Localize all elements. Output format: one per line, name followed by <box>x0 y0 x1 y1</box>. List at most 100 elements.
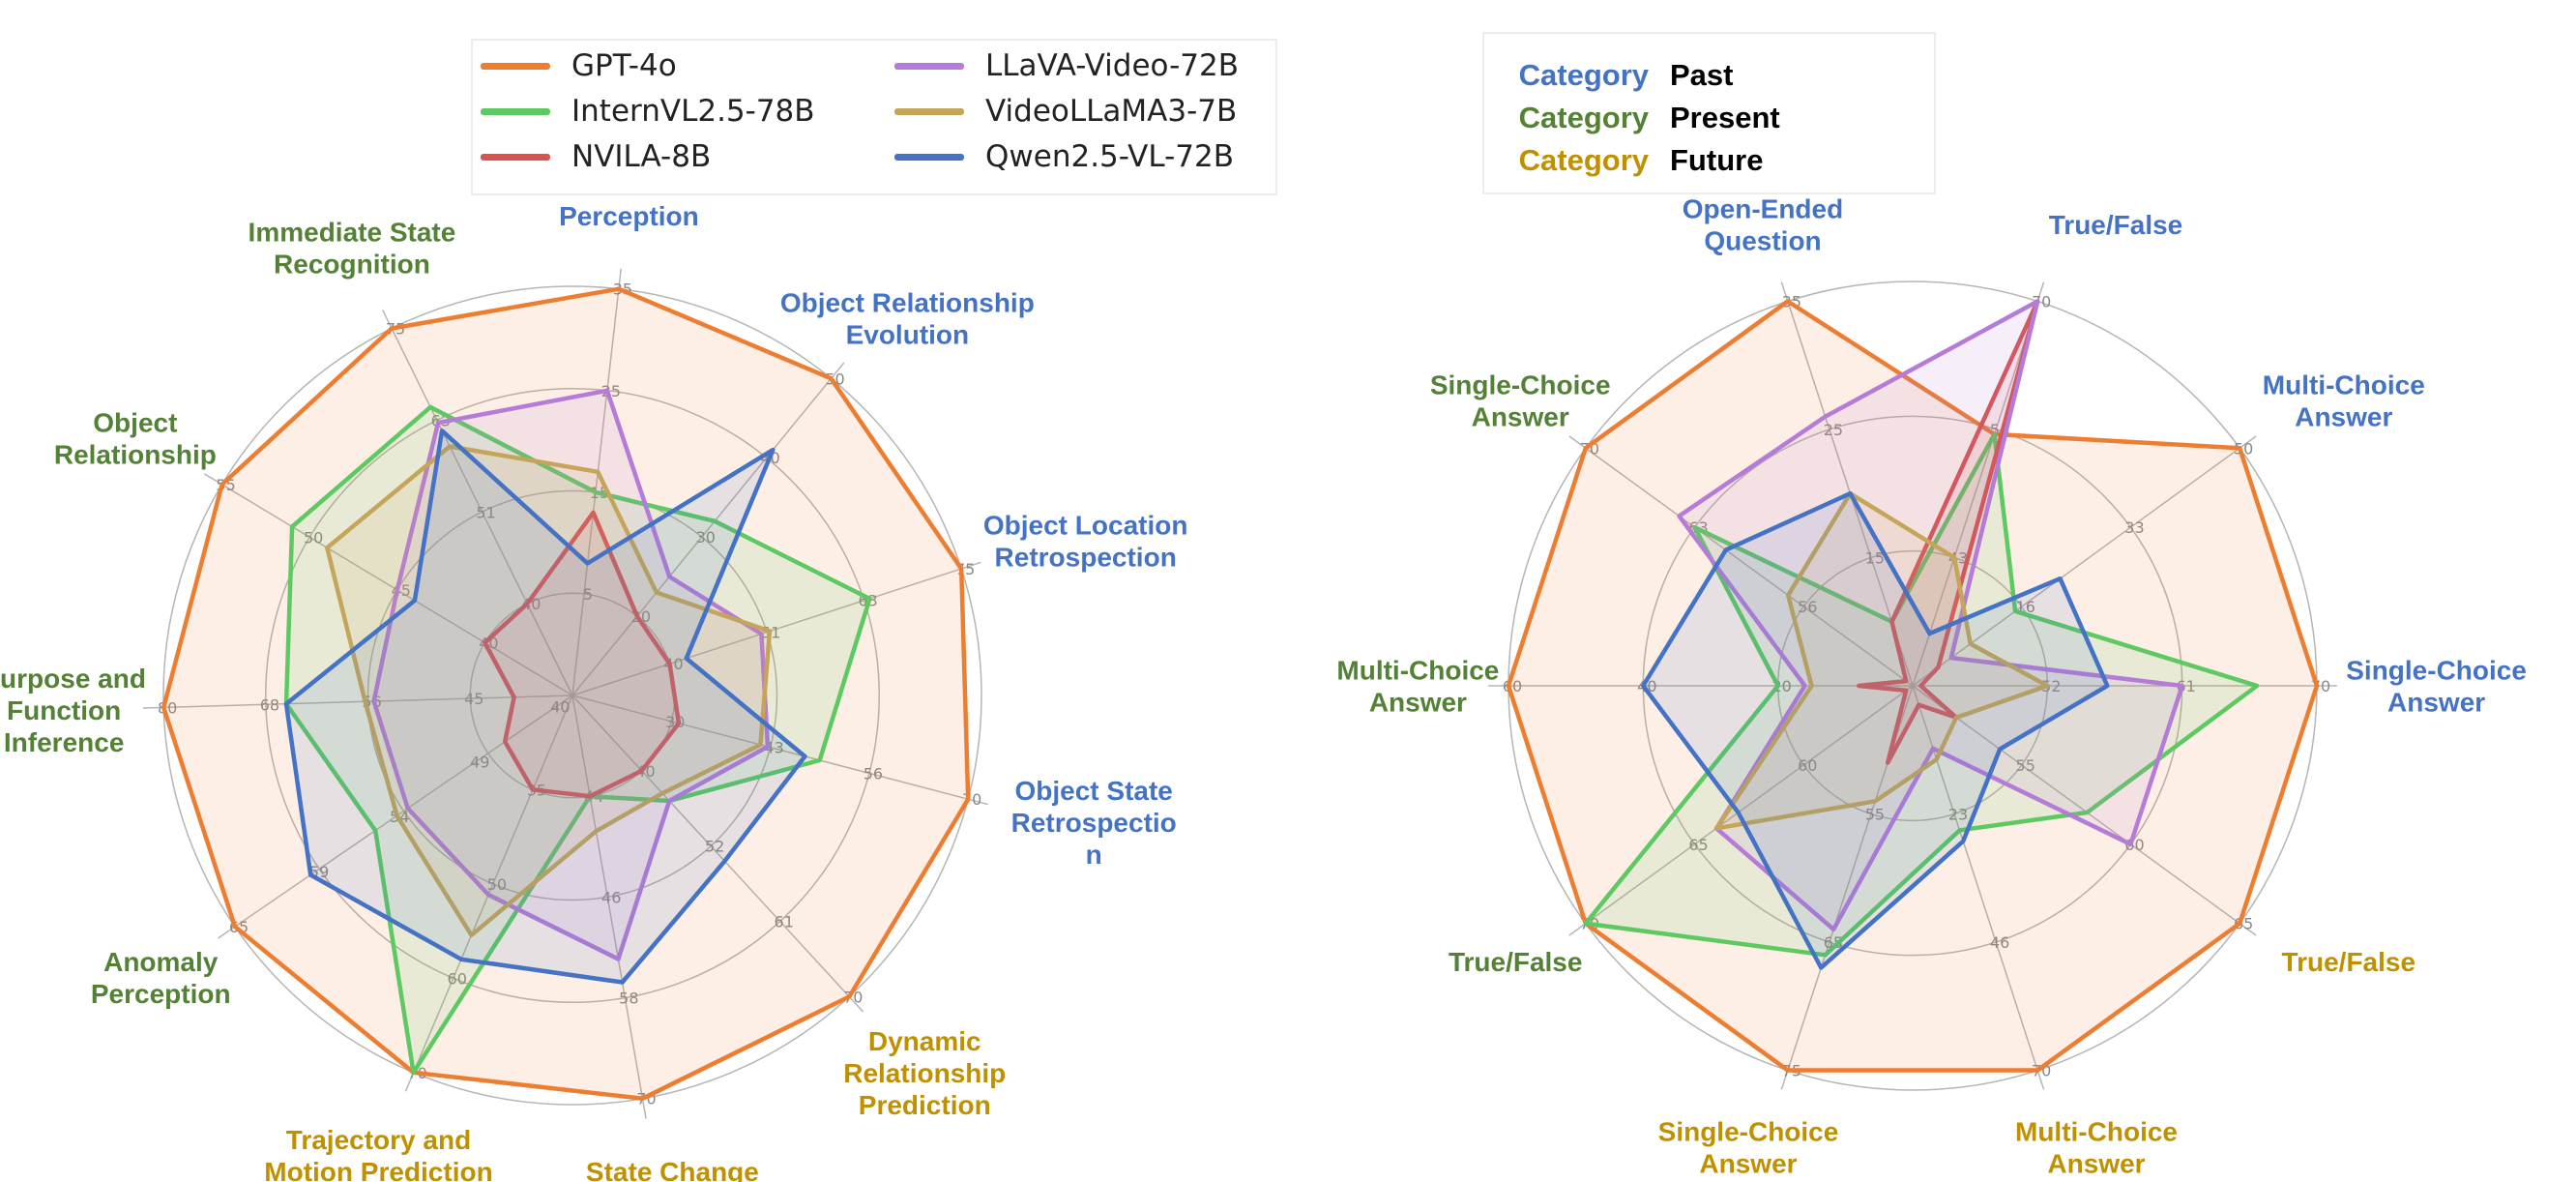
axis-label-multi-choice-answer: Multi-Choice Answer <box>2263 370 2425 432</box>
axis-spoke <box>1568 685 1914 936</box>
axis-spoke <box>1780 281 1914 687</box>
axis-label-line: Object Location <box>983 511 1188 541</box>
tick-label: 60 <box>2124 836 2144 854</box>
axis-spoke <box>1912 281 2045 687</box>
axis-label-line: Multi-Choice <box>2263 370 2425 400</box>
legend-swatch-llava <box>894 62 964 70</box>
axis-label-line: Immediate State <box>249 218 456 248</box>
legend-item: InternVL2.5-78B <box>481 94 815 129</box>
axis-label-anomaly-perception: Anomaly Perception <box>91 947 231 1009</box>
tick-label: 60 <box>448 969 467 988</box>
axis-label-line: True/False <box>2282 947 2416 977</box>
tick-label: 50 <box>2234 439 2253 458</box>
legend-item: Qwen2.5-VL-72B <box>894 139 1234 174</box>
axis-spoke <box>571 694 647 1119</box>
axis-label-line: Single-Choice <box>1430 370 1611 400</box>
tick-label: 50 <box>825 369 844 388</box>
axis-label-multi-choice-answer: Multi-Choice Answer <box>2015 1117 2178 1179</box>
tick-label: 55 <box>2016 756 2035 775</box>
axis-label-single-choice-answer: Single-Choice Answer <box>2346 656 2527 718</box>
series-videollama3-7b <box>325 444 773 938</box>
axis-label-object-relationship: Object Relationship <box>54 407 217 469</box>
axis-spoke <box>571 694 988 806</box>
axis-label-line: Perception <box>91 979 231 1009</box>
axis-label-line: n <box>1086 840 1102 870</box>
axis-label-line: Multi-Choice <box>1336 656 1499 686</box>
legend-label: NVILA-8B <box>571 139 712 174</box>
axis-label-object-relationship-evolution: Object Relationship Evolution <box>780 288 1035 350</box>
axis-label-state-change-prediction: State ChangePrediction <box>586 1157 759 1182</box>
model-legend: GPT-4o InternVL2.5-78B NVILA-8B LLaVA-Vi… <box>471 39 1277 195</box>
axis-label-immediate-state-recognition: Immediate State Recognition <box>249 218 456 280</box>
axis-label-line: Dynamic <box>868 1026 981 1056</box>
axis-label-line: Object <box>93 407 177 437</box>
axis-label-single-choice-answer: Single-Choice Answer <box>1430 370 1611 432</box>
legend-swatch-qwen <box>894 153 964 161</box>
series-nvila-8b <box>1857 299 2040 765</box>
axis-label-line: True/False <box>1449 947 1583 977</box>
axis-label-true-false: True/False <box>2049 210 2183 240</box>
legend-swatch-videollama <box>894 107 964 115</box>
grid-ring <box>162 285 982 1106</box>
axis-label-line: Motion Prediction <box>264 1157 492 1182</box>
category-legend: Category Past Category Present Category Fut… <box>1482 32 1936 194</box>
axis-label-line: Function <box>7 695 121 725</box>
tick-label: 30 <box>696 528 716 547</box>
tick-label: 51 <box>476 503 495 521</box>
axis-label-line: Retrospectio <box>1011 808 1177 838</box>
tick-label: 23 <box>1948 806 1968 824</box>
tick-label: 30 <box>665 713 685 731</box>
tick-label: 40 <box>1637 677 1656 695</box>
legend-item: NVILA-8B <box>481 139 711 174</box>
series-qwen2-5-vl-72b <box>283 428 807 985</box>
tick-label: 25 <box>601 382 621 400</box>
axis-label-line: Relationship <box>843 1058 1006 1088</box>
category-key: Category <box>1518 101 1649 134</box>
axis-label-open-ended-question: Open-Ended Question <box>1683 193 1843 255</box>
axis-spoke <box>1912 685 2257 936</box>
axis-label-line: State Change <box>586 1157 759 1182</box>
axis-label-true-false: True/False <box>2282 947 2416 977</box>
legend-label: VideoLLaMA3-7B <box>985 94 1238 129</box>
tick-label: 46 <box>1990 933 2009 952</box>
axis-label-dynamic-relationship-prediction: Dynamic Relationship Prediction <box>843 1026 1006 1120</box>
series-videollama3-7b <box>1713 490 2050 831</box>
axis-label-line: Object State <box>1015 776 1173 806</box>
tick-label: 40 <box>521 595 541 613</box>
legend-swatch-gpt-4o <box>481 62 550 70</box>
axis-label-line: Single-Choice <box>2346 656 2527 686</box>
axis-label-line: Answer <box>2295 402 2392 432</box>
tick-label: 45 <box>464 690 483 708</box>
axis-label-line: Answer <box>1699 1149 1797 1179</box>
tick-label: 15 <box>1865 548 1885 567</box>
legend-label: Qwen2.5-VL-72B <box>985 139 1234 174</box>
tick-label: 65 <box>1824 933 1843 952</box>
tick-label: 52 <box>2041 677 2061 695</box>
axis-label-line: Question <box>1704 225 1821 255</box>
category-row-future: Category Future <box>1492 143 1764 178</box>
legend-item: GPT-4o <box>481 48 677 83</box>
legend-item: VideoLLaMA3-7B <box>894 94 1237 129</box>
series-gpt-4o <box>161 286 971 1101</box>
axis-label-line: Retrospection <box>995 543 1177 573</box>
axis-label-single-choice-answer: Single-Choice Answer <box>1658 1117 1839 1179</box>
category-key: Category <box>1518 58 1649 92</box>
axis-label-line: Answer <box>2387 688 2485 718</box>
tick-label: 56 <box>1798 598 1817 616</box>
tick-label: 52 <box>705 838 724 856</box>
axis-label-object-state-retrospectio-n: Object State Retrospectio n <box>1011 776 1177 870</box>
axis-label-line: Relationship <box>54 439 217 469</box>
legend-swatch-internvl <box>481 107 550 115</box>
category-value: Present <box>1670 101 1780 134</box>
tick-label: 60 <box>1798 756 1817 775</box>
axis-spoke <box>1568 435 1914 687</box>
tick-label: 46 <box>601 888 621 906</box>
legend-label: GPT-4o <box>571 48 677 83</box>
tick-label: 40 <box>635 762 655 781</box>
axis-label-line: Trajectory and <box>286 1125 471 1155</box>
grid-ring <box>265 388 880 1003</box>
tick-label: 58 <box>619 990 638 1008</box>
axis-label-line: Prediction <box>859 1090 991 1120</box>
